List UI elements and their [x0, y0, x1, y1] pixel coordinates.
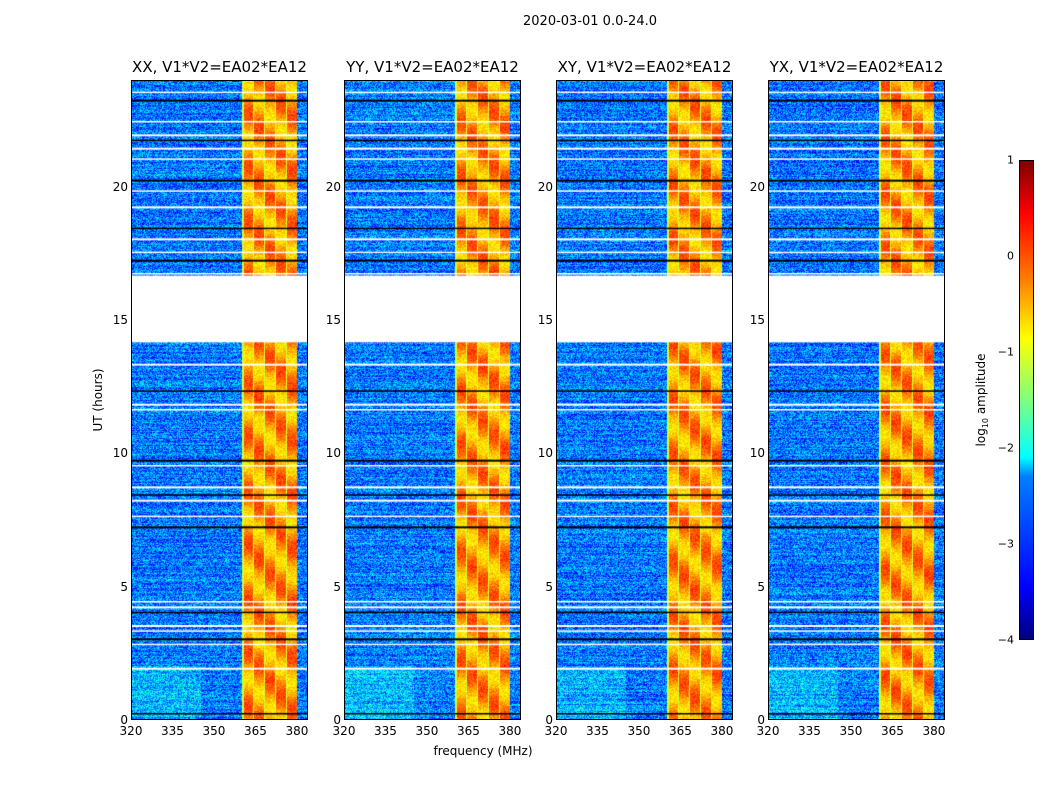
y-tick-label: 0 — [545, 713, 553, 727]
y-tick-label: 5 — [545, 579, 553, 594]
y-tick-label: 5 — [120, 579, 128, 594]
y-tick-label: 15 — [537, 313, 553, 327]
spectrogram-panel — [344, 80, 521, 720]
x-tick-label: 350 — [839, 724, 863, 738]
x-tick-label: 380 — [710, 724, 734, 738]
x-tick-label: 320 — [544, 724, 568, 738]
x-tick-label: 350 — [202, 724, 226, 738]
x-tick-label: 365 — [669, 724, 692, 738]
heatmap-cells — [345, 81, 520, 719]
y-tick-label: 20 — [112, 179, 128, 194]
y-axis-label: UT (hours) — [91, 368, 105, 432]
panel-title: XX, V1*V2=EA02*EA12 — [132, 58, 307, 76]
y-tick-label: 5 — [757, 579, 765, 594]
y-tick-label: 0 — [757, 713, 765, 727]
x-tick-label: 335 — [798, 724, 821, 738]
x-tick-label: 365 — [244, 724, 267, 738]
spectrogram-panel — [131, 80, 308, 720]
y-tick-label: 10 — [112, 446, 128, 461]
x-tick-label: 350 — [627, 724, 651, 738]
colorbar-tick-label: −1 — [997, 345, 1014, 359]
y-tick-label: 15 — [325, 313, 341, 327]
y-tick-label: 5 — [333, 579, 341, 594]
x-tick-label: 380 — [922, 724, 946, 738]
heatmap-cells — [769, 81, 944, 719]
y-tick-label: 20 — [325, 179, 341, 194]
panel-title: YY, V1*V2=EA02*EA12 — [346, 58, 519, 76]
x-tick-label: 335 — [586, 724, 609, 738]
y-tick-label: 10 — [325, 446, 341, 461]
colorbar — [1019, 160, 1034, 640]
spectrogram-panel — [556, 80, 733, 720]
y-tick-label: 15 — [749, 313, 765, 327]
x-tick-label: 380 — [498, 724, 522, 738]
x-axis-label: frequency (MHz) — [433, 744, 533, 758]
y-tick-label: 10 — [749, 446, 765, 461]
colorbar-tick-label: −3 — [997, 537, 1014, 551]
x-tick-label: 380 — [285, 724, 309, 738]
x-tick-label: 320 — [756, 724, 780, 738]
y-tick-label: 20 — [749, 179, 765, 194]
x-tick-label: 335 — [374, 724, 397, 738]
y-tick-label: 15 — [112, 313, 128, 327]
colorbar-tick-label: 1 — [1007, 153, 1014, 167]
x-tick-label: 365 — [457, 724, 480, 738]
y-tick-label: 0 — [120, 713, 128, 727]
x-tick-label: 350 — [415, 724, 439, 738]
x-tick-label: 365 — [881, 724, 904, 738]
panel-title: YX, V1*V2=EA02*EA12 — [769, 58, 944, 76]
x-tick-label: 320 — [119, 724, 143, 738]
spectrogram-panel — [768, 80, 945, 720]
x-tick-label: 320 — [332, 724, 356, 738]
panel-title: XY, V1*V2=EA02*EA12 — [557, 58, 732, 76]
x-tick-label: 335 — [161, 724, 184, 738]
colorbar-tick-label: −2 — [997, 441, 1014, 455]
colorbar-tick-label: 0 — [1007, 249, 1014, 263]
heatmap-cells — [557, 81, 732, 719]
y-tick-label: 10 — [537, 446, 553, 461]
colorbar-label: log10 amplitude — [973, 353, 991, 447]
chart-title: 2020-03-01 0.0-24.0 — [523, 14, 657, 29]
heatmap-cells — [132, 81, 307, 719]
y-tick-label: 0 — [333, 713, 341, 727]
colorbar-tick-label: −4 — [997, 633, 1014, 647]
y-tick-label: 20 — [537, 179, 553, 194]
